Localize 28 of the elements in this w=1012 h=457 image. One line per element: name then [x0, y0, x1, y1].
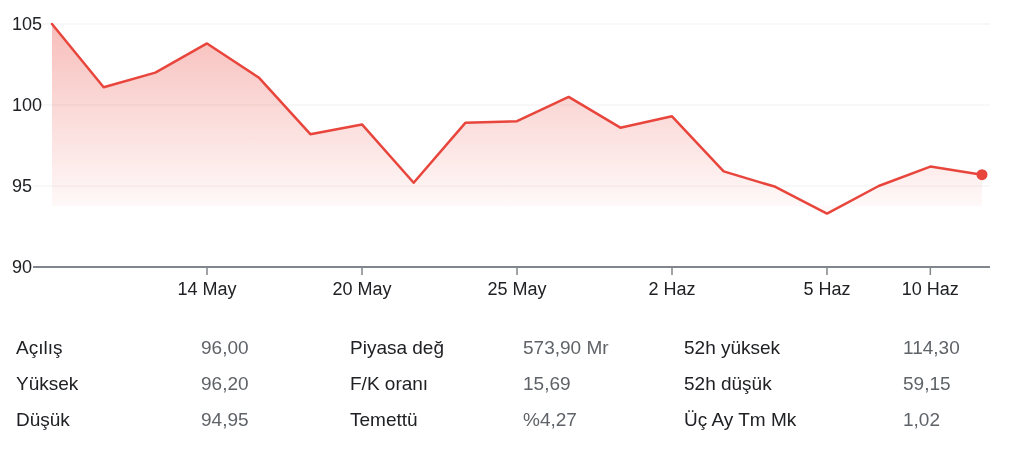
y-tick-label: 95 — [12, 176, 33, 197]
x-tick-label: 2 Haz — [648, 279, 696, 299]
text: 15,69 — [523, 373, 571, 394]
y-tick-label: 90 — [12, 257, 33, 278]
text: Piyasa değ — [350, 337, 445, 358]
text: 573,90 Mr — [523, 337, 610, 358]
text: Yüksek — [16, 373, 79, 394]
text: 94,95 — [201, 409, 249, 430]
y-tick-label: 105 — [12, 14, 43, 35]
text: 96,00 — [201, 337, 249, 358]
text: Üç Ay Tm Mk — [684, 409, 797, 430]
text: 96,20 — [201, 373, 249, 394]
text: 52h yüksek — [684, 337, 781, 358]
text: Düşük — [16, 409, 71, 430]
text: %4,27 — [523, 409, 577, 430]
x-tick-label: 5 Haz — [803, 279, 851, 299]
x-tick-label: 25 May — [487, 279, 547, 299]
x-tick-label: 14 May — [177, 279, 237, 299]
x-tick-label: 10 Haz — [901, 279, 959, 299]
text: 59,15 — [903, 373, 951, 394]
text: Temettü — [350, 409, 418, 430]
text: 52h düşük — [684, 373, 773, 394]
text: F/K oranı — [350, 373, 429, 394]
y-tick-label: 100 — [12, 95, 43, 116]
text: 114,30 — [903, 337, 960, 358]
text: 1,02 — [903, 409, 940, 430]
text: Açılış — [16, 337, 63, 358]
x-tick-label: 20 May — [332, 279, 392, 299]
